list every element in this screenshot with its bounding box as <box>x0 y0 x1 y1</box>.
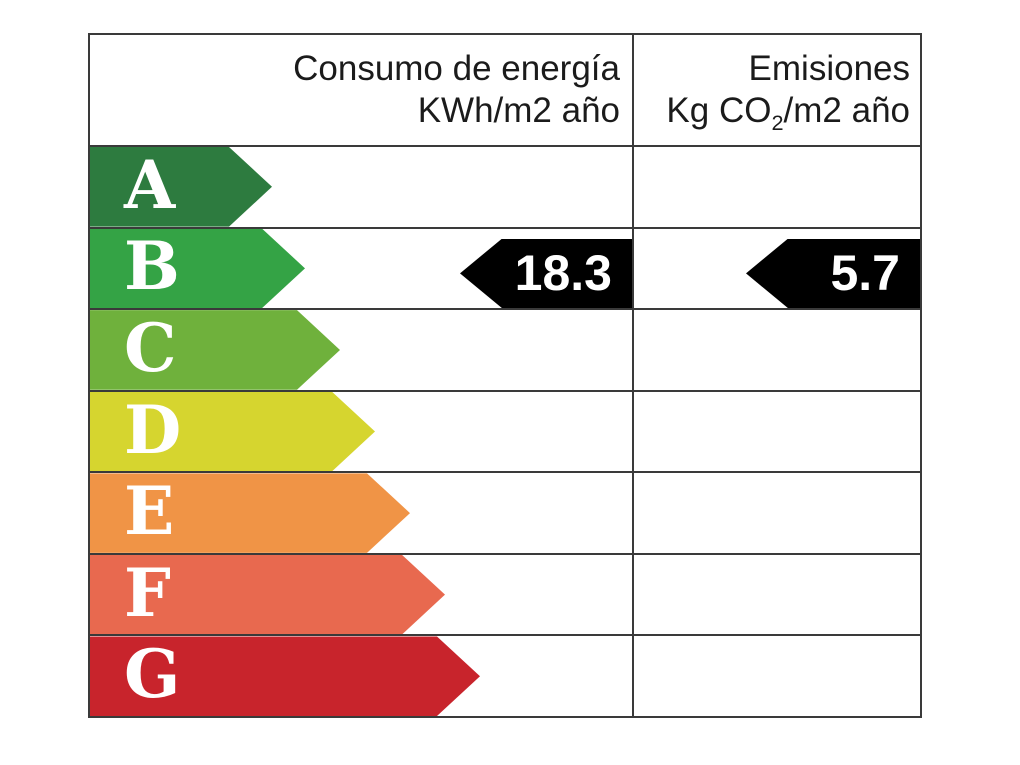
rating-letter-a: A <box>124 145 176 224</box>
rating-arrow-a: A <box>90 147 272 227</box>
rating-letter-b: B <box>124 227 180 306</box>
rating-arrow-g: G <box>90 636 480 716</box>
emissions-header-unit: Kg CO2/m2 año <box>666 91 910 135</box>
consumption-value-arrow: 18.3 <box>460 238 632 309</box>
rating-arrow-d: D <box>90 392 375 472</box>
emissions-value: 5.7 <box>830 245 900 302</box>
rating-row-a: A <box>90 147 920 229</box>
rating-row-b: B 18.3 5.7 <box>90 229 920 311</box>
emissions-value-arrow: 5.7 <box>746 238 920 309</box>
rating-row-g: G <box>90 636 920 716</box>
rating-letter-f: F <box>124 553 171 632</box>
rating-letter-e: E <box>124 472 175 551</box>
rating-row-f: F <box>90 555 920 637</box>
rating-arrow-b: B <box>90 229 305 309</box>
consumption-value: 18.3 <box>514 245 612 302</box>
rating-row-d: D <box>90 392 920 474</box>
rating-row-c: C <box>90 310 920 392</box>
consumption-header-unit: KWh/m2 año <box>417 91 620 130</box>
rating-arrow-f: F <box>90 555 445 635</box>
rating-letter-c: C <box>124 308 177 387</box>
certificate-table: Consumo de energía KWh/m2 año Emisiones … <box>88 33 922 718</box>
consumption-header: Consumo de energía KWh/m2 año <box>90 35 632 145</box>
rating-arrow-e: E <box>90 473 410 553</box>
table-header: Consumo de energía KWh/m2 año Emisiones … <box>90 35 920 147</box>
consumption-header-title: Consumo de energía <box>293 49 620 88</box>
column-divider <box>632 35 634 716</box>
emissions-header-title: Emisiones <box>748 49 910 88</box>
rating-letter-g: G <box>124 635 181 714</box>
emissions-header: Emisiones Kg CO2/m2 año <box>632 35 920 145</box>
rating-rows: A B 18.3 5.7 C <box>90 147 920 716</box>
rating-letter-d: D <box>124 390 182 469</box>
rating-row-e: E <box>90 473 920 555</box>
rating-arrow-c: C <box>90 310 340 390</box>
